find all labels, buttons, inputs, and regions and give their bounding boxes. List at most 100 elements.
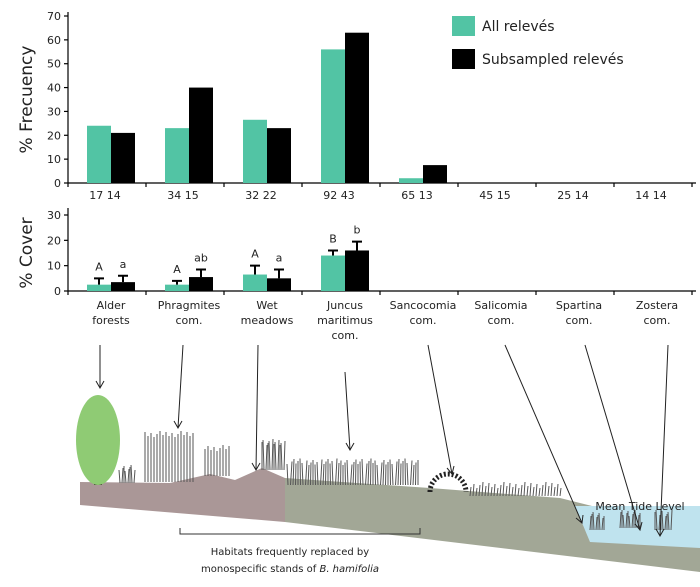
grass bbox=[274, 441, 277, 471]
brace bbox=[179, 528, 421, 535]
grass bbox=[307, 464, 310, 486]
grass bbox=[374, 460, 376, 486]
error-bar bbox=[328, 249, 338, 256]
x-tick-label: 65 13 bbox=[401, 189, 433, 202]
grass bbox=[487, 482, 490, 497]
bar bbox=[189, 87, 213, 183]
grass bbox=[322, 463, 325, 486]
bar bbox=[345, 250, 369, 291]
grass bbox=[535, 483, 538, 497]
grass bbox=[469, 486, 472, 497]
grass bbox=[385, 464, 387, 486]
grass bbox=[496, 487, 499, 497]
note-species: B. hamifolia bbox=[319, 564, 379, 575]
grass bbox=[658, 514, 661, 531]
grass bbox=[589, 515, 592, 531]
bar bbox=[423, 165, 447, 183]
grass bbox=[526, 485, 529, 497]
grass bbox=[118, 469, 121, 484]
grass bbox=[286, 463, 289, 486]
x-tick-label: com. bbox=[644, 314, 671, 327]
x-tick-label: Phragmites bbox=[158, 299, 221, 312]
y-axis-title: % Frecuency bbox=[17, 46, 37, 154]
note: Habitats frequently replaced by bbox=[211, 547, 369, 558]
x-tick-label: Sancocomia bbox=[390, 299, 457, 312]
x-tick-label: forests bbox=[92, 314, 130, 327]
x-tick-label: 25 14 bbox=[557, 189, 589, 202]
grass bbox=[493, 483, 496, 497]
x-tick-label: Wet bbox=[256, 299, 278, 312]
grass bbox=[329, 463, 331, 486]
x-tick-label: Spartina bbox=[556, 299, 602, 312]
y-tick-label: 50 bbox=[47, 58, 61, 71]
x-tick-label: meadows bbox=[241, 314, 294, 327]
grass bbox=[391, 463, 394, 486]
x-tick-label: com. bbox=[410, 314, 437, 327]
grass bbox=[412, 464, 415, 486]
y-tick-label: 70 bbox=[47, 10, 61, 23]
legend-label: All relevés bbox=[482, 19, 555, 35]
bar bbox=[111, 282, 135, 291]
grass bbox=[367, 460, 370, 486]
grass bbox=[316, 461, 319, 486]
significance-letter: A bbox=[95, 260, 103, 273]
grass bbox=[335, 458, 338, 486]
bar bbox=[111, 132, 135, 183]
grass bbox=[295, 463, 297, 486]
grass bbox=[628, 515, 631, 529]
grass bbox=[301, 462, 304, 486]
x-tick-label: com. bbox=[332, 329, 359, 342]
grass bbox=[410, 460, 413, 486]
grass bbox=[478, 484, 481, 497]
grass bbox=[523, 481, 526, 497]
legend-swatch bbox=[452, 16, 475, 36]
y-tick-label: 30 bbox=[47, 105, 61, 118]
error-bar bbox=[118, 274, 128, 283]
bar bbox=[321, 255, 345, 291]
bar bbox=[243, 119, 267, 183]
grass bbox=[352, 461, 355, 486]
vegetation bbox=[118, 431, 673, 531]
error-bar bbox=[274, 268, 284, 279]
legend-label: Subsampled relevés bbox=[482, 52, 624, 68]
grass bbox=[268, 440, 271, 471]
tree-crown bbox=[76, 395, 120, 485]
significance-letter: a bbox=[276, 251, 283, 264]
grass bbox=[133, 469, 136, 484]
x-tick-label: com. bbox=[566, 314, 593, 327]
grass bbox=[625, 512, 628, 529]
grass bbox=[472, 483, 475, 497]
grass bbox=[670, 509, 673, 531]
x-tick-label: Juncus bbox=[326, 299, 363, 312]
y-axis-title: % Cover bbox=[17, 217, 37, 288]
error-bar bbox=[196, 268, 206, 278]
grass bbox=[481, 481, 484, 497]
bar bbox=[321, 49, 345, 184]
bar bbox=[165, 128, 189, 183]
bar bbox=[399, 178, 423, 183]
grass bbox=[355, 459, 357, 486]
grass bbox=[277, 439, 280, 471]
grass bbox=[370, 458, 372, 486]
grass bbox=[389, 459, 391, 486]
bar bbox=[165, 284, 189, 291]
y-tick-label: 0 bbox=[54, 177, 61, 190]
grass bbox=[511, 486, 514, 497]
y-tick-label: 20 bbox=[47, 129, 61, 142]
bar bbox=[267, 278, 291, 291]
grass bbox=[382, 459, 385, 486]
bar bbox=[345, 32, 369, 184]
grass bbox=[619, 511, 622, 529]
ground-salt bbox=[285, 478, 700, 572]
grass bbox=[292, 458, 295, 486]
grass bbox=[127, 468, 130, 484]
grass bbox=[595, 516, 598, 531]
grass bbox=[637, 514, 640, 529]
grass bbox=[664, 515, 667, 531]
grass bbox=[544, 481, 547, 497]
grass bbox=[532, 486, 535, 497]
grass bbox=[592, 511, 595, 531]
grass bbox=[517, 487, 520, 497]
grass bbox=[365, 463, 368, 486]
